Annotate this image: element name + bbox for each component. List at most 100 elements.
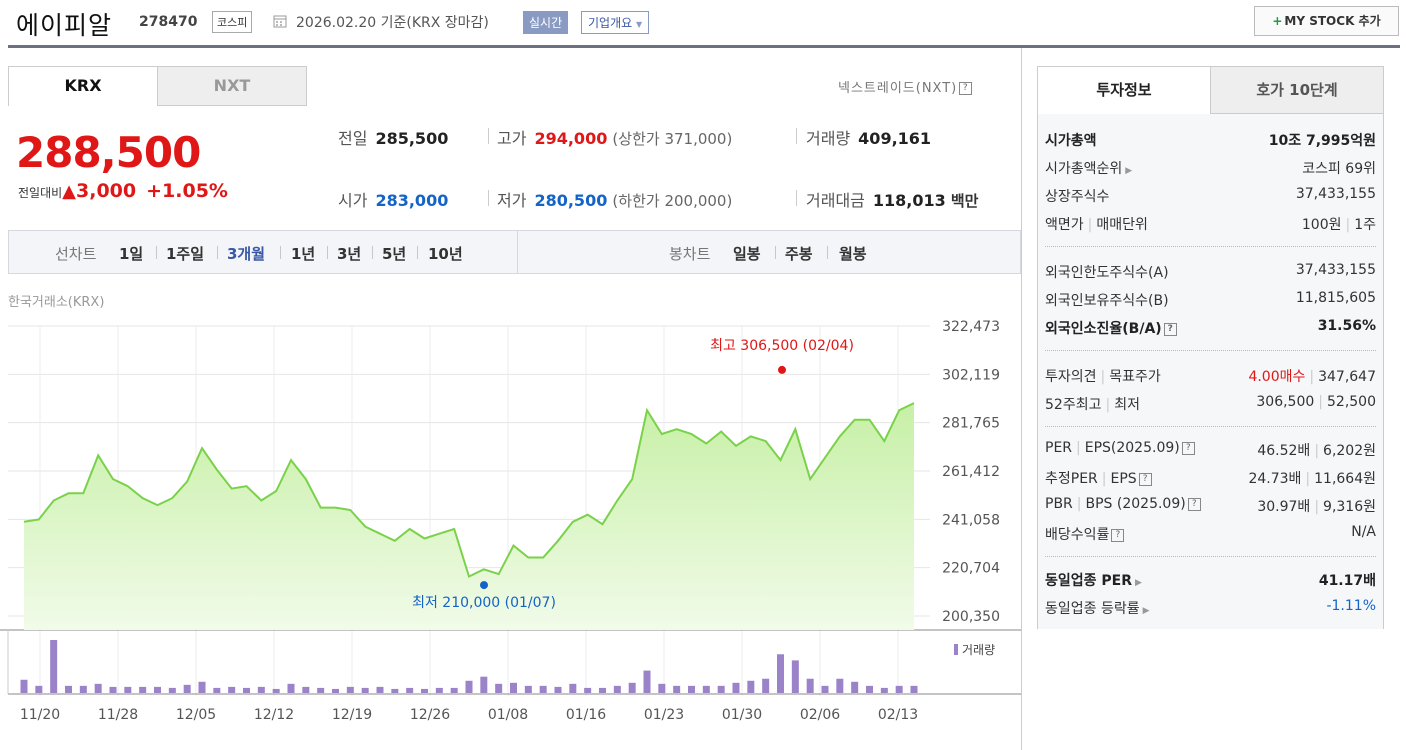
invest-label-text: 목표주가 <box>1109 369 1161 385</box>
x-tick-label: 01/30 <box>722 707 762 723</box>
volume-bar <box>302 686 310 693</box>
invest-label-text: 최저 <box>1114 397 1140 413</box>
volume-bar <box>910 685 918 693</box>
volume-bar <box>435 687 443 693</box>
help-icon[interactable]: ? <box>1163 322 1177 336</box>
value-separator: | <box>1314 499 1320 515</box>
period-separator <box>327 246 328 259</box>
line-chart-label: 선차트 <box>55 245 97 263</box>
volume-legend-swatch <box>954 644 958 655</box>
volume-legend-label: 거래량 <box>962 643 995 657</box>
chevron-right-icon[interactable]: ▶ <box>1125 166 1133 176</box>
invest-row: 상장주식수 37,433,155 <box>1045 186 1376 210</box>
right-panel-divider <box>1021 48 1022 750</box>
help-icon[interactable]: ? <box>1138 472 1152 486</box>
period-1w[interactable]: 1주일 <box>166 245 205 263</box>
change-label: 전일대비 <box>18 186 63 200</box>
invest-row: 동일업종 등락률 ▶ -1.11% <box>1045 598 1376 622</box>
period-separator <box>775 246 776 259</box>
invest-label-text: 매매단위 <box>1096 217 1148 233</box>
volume-bar <box>406 687 414 693</box>
period-10y[interactable]: 10년 <box>428 245 463 263</box>
tab-nxt[interactable]: NXT <box>157 66 307 106</box>
quote-label: 저가 <box>497 191 527 210</box>
nxt-link-label: 넥스트레이드(NXT) <box>838 81 958 96</box>
realtime-badge[interactable]: 실시간 <box>523 11 569 34</box>
x-tick-label: 12/05 <box>176 707 216 723</box>
invest-value-text: 30.97배 <box>1257 499 1311 515</box>
help-icon[interactable]: ? <box>1181 441 1195 455</box>
candle-weekly[interactable]: 주봉 <box>785 245 813 263</box>
invest-value-text: 52,500 <box>1327 394 1376 410</box>
company-overview-button[interactable]: 기업개요 ▼ <box>581 11 650 34</box>
base-date: 2026.02.20 기준(KRX 장마감) <box>296 15 489 31</box>
tab-krx[interactable]: KRX <box>8 66 158 106</box>
invest-value-text: 347,647 <box>1318 369 1376 385</box>
amount-unit: 백만 <box>950 192 979 210</box>
invest-row-value: N/A <box>1351 524 1376 540</box>
x-tick-label: 02/13 <box>878 707 918 723</box>
nxt-link[interactable]: 넥스트레이드(NXT)? <box>838 77 973 96</box>
period-1d[interactable]: 1일 <box>119 245 144 263</box>
quote-label: 전일 <box>338 129 368 148</box>
y-tick-label: 200,350 <box>942 609 1000 625</box>
chevron-right-icon[interactable]: ▶ <box>1135 578 1142 588</box>
invest-row-label: PBR | BPS (2025.09)? <box>1045 496 1201 512</box>
help-icon[interactable]: ? <box>959 82 973 95</box>
company-overview-label: 기업개요 <box>588 16 633 30</box>
invest-row: 투자의견 | 목표주가 4.00매수 | 347,647 <box>1045 366 1376 390</box>
invest-value-text: 코스피 69위 <box>1302 161 1376 177</box>
tab-invest-info[interactable]: 투자정보 <box>1037 66 1211 114</box>
invest-row-label: PER | EPS(2025.09)? <box>1045 440 1195 456</box>
candle-monthly[interactable]: 월봉 <box>839 245 867 263</box>
quote-separator <box>796 190 797 206</box>
invest-row: 추정PER | EPS? 24.73배 | 11,664원 <box>1045 468 1376 492</box>
price-chart[interactable]: 322,473 302,119 281,765 261,412 241,058 220,7… <box>0 310 1021 740</box>
volume-bar <box>287 683 295 693</box>
help-icon[interactable]: ? <box>1187 497 1201 511</box>
label-separator: | <box>1076 496 1082 512</box>
invest-label-text: 시가총액 <box>1045 133 1097 149</box>
plus-icon: + <box>1272 14 1283 28</box>
invest-label-text: 배당수익률 <box>1045 527 1110 543</box>
chevron-right-icon[interactable]: ▶ <box>1142 606 1150 616</box>
period-3y[interactable]: 3년 <box>337 245 362 263</box>
invest-value-text: 37,433,155 <box>1295 262 1376 278</box>
period-1y[interactable]: 1년 <box>291 245 316 263</box>
x-tick-label: 11/20 <box>20 707 60 723</box>
x-tick-label: 11/28 <box>98 707 138 723</box>
help-icon[interactable]: ? <box>1111 528 1125 542</box>
value-separator: | <box>1345 217 1351 233</box>
invest-row-label: 시가총액순위 ▶ <box>1045 158 1132 178</box>
invest-label-text: EPS(2025.09) <box>1084 440 1180 456</box>
invest-label-text: BPS (2025.09) <box>1085 496 1186 512</box>
chevron-down-icon: ▼ <box>636 20 643 29</box>
calendar-icon <box>273 15 287 28</box>
invest-row: 시가총액 10조 7,995억원 <box>1045 130 1376 154</box>
volume-bar <box>658 683 666 693</box>
value-separator: | <box>1314 443 1320 459</box>
period-3m[interactable]: 3개월 <box>227 245 266 263</box>
invest-label-text: 52주최고 <box>1045 397 1102 413</box>
add-my-stock-label: MY STOCK 추가 <box>1284 14 1381 28</box>
invest-value-text: 10조 7,995억원 <box>1268 133 1376 149</box>
volume-bar <box>836 678 844 693</box>
invest-row-value: 37,433,155 <box>1296 262 1376 278</box>
invest-row: 외국인한도주식수(A) 37,433,155 <box>1045 262 1376 286</box>
period-5y[interactable]: 5년 <box>382 245 407 263</box>
invest-row-value: 31.56% <box>1318 318 1376 334</box>
exchange-label: 한국거래소(KRX) <box>8 295 105 310</box>
change-value: 3,000 <box>76 180 137 202</box>
invest-row-value: 46.52배 | 6,202원 <box>1257 440 1376 460</box>
tab-orderbook-10[interactable]: 호가 10단계 <box>1210 66 1384 114</box>
quote-value: 283,000 <box>375 191 449 210</box>
volume-bar <box>821 685 829 693</box>
invest-row-value: 4.00매수 | 347,647 <box>1248 366 1376 386</box>
volume-bar <box>20 679 28 693</box>
quote-low: 저가 280,500 (하한가 200,000) <box>497 187 732 211</box>
stock-header: 에이피알 278470 코스피 2026.02.20 기준(KRX 장마감) 실… <box>0 0 1406 46</box>
invest-label-text: 동일업종 PER <box>1045 573 1132 589</box>
y-tick-label: 220,704 <box>942 561 1000 577</box>
candle-daily[interactable]: 일봉 <box>733 245 761 263</box>
add-my-stock-button[interactable]: + MY STOCK 추가 <box>1254 6 1399 36</box>
